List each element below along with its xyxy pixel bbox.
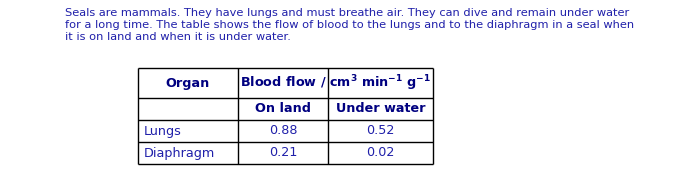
Text: for a long time. The table shows the flow of blood to the lungs and to the diaph: for a long time. The table shows the flo… bbox=[65, 20, 634, 30]
Text: Seals are mammals. They have lungs and must breathe air. They can dive and remai: Seals are mammals. They have lungs and m… bbox=[65, 8, 630, 18]
Text: Blood flow / cm$\mathbf{^3}$ min$\mathbf{^{-1}}$ g$\mathbf{^{-1}}$: Blood flow / cm$\mathbf{^3}$ min$\mathbf… bbox=[240, 73, 431, 93]
Text: On land: On land bbox=[255, 103, 311, 115]
Text: 0.21: 0.21 bbox=[269, 146, 297, 159]
Text: Organ: Organ bbox=[166, 76, 210, 90]
Text: it is on land and when it is under water.: it is on land and when it is under water… bbox=[65, 32, 291, 42]
Text: Diaphragm: Diaphragm bbox=[144, 146, 215, 159]
Text: 0.02: 0.02 bbox=[366, 146, 395, 159]
Text: 0.52: 0.52 bbox=[366, 125, 395, 137]
Text: Under water: Under water bbox=[336, 103, 425, 115]
Text: Lungs: Lungs bbox=[144, 125, 182, 137]
Text: 0.88: 0.88 bbox=[269, 125, 297, 137]
